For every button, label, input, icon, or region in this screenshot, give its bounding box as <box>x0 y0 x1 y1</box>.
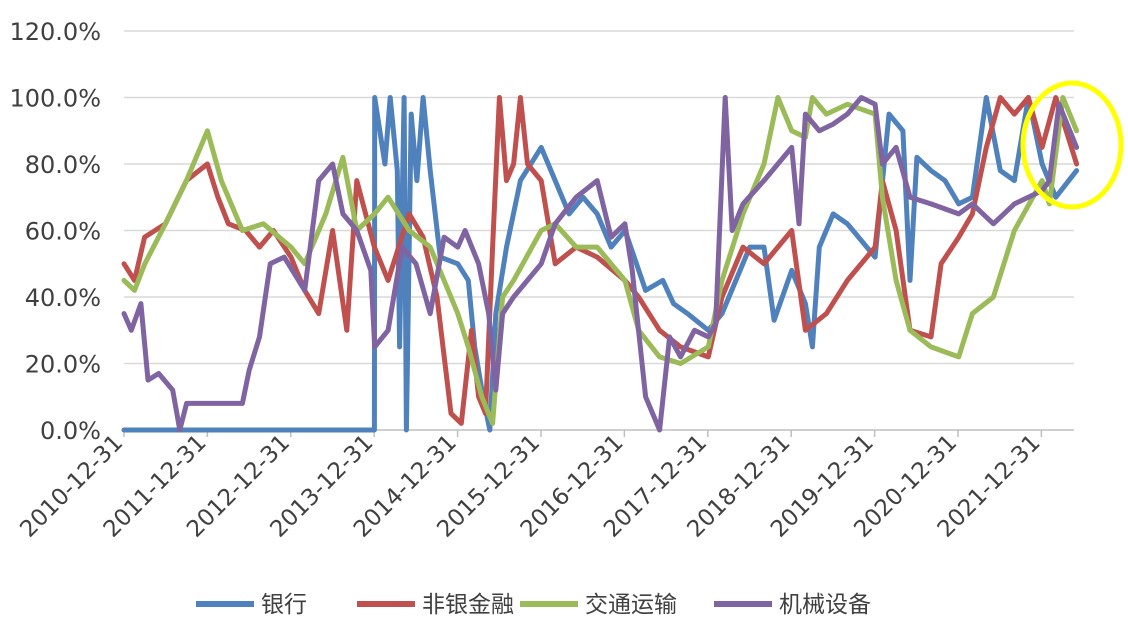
series-line-银行 <box>121 95 1080 433</box>
series-line-机械设备 <box>121 95 1080 433</box>
series-line-非银金融 <box>121 95 1080 426</box>
y-tick-label: 20.0% <box>25 351 101 379</box>
series-line-交通运输 <box>121 95 1080 426</box>
y-tick-label: 60.0% <box>25 218 101 246</box>
legend-label: 非银金融 <box>422 592 514 618</box>
y-axis: 0.0% 20.0% 40.0% 60.0% 80.0% 100.0% 120.0% <box>9 18 101 445</box>
x-axis: 2010-12-312011-12-312012-12-312013-12-31… <box>15 429 1074 543</box>
annotation <box>1020 80 1124 210</box>
y-tick-label: 0.0% <box>40 417 101 445</box>
legend-label: 交通运输 <box>585 592 677 618</box>
series-lines <box>121 95 1080 433</box>
y-tick-label: 80.0% <box>25 151 101 179</box>
legend-label: 银行 <box>261 592 307 618</box>
y-tick-label: 100.0% <box>9 85 101 113</box>
y-tick-label: 40.0% <box>25 284 101 312</box>
grid-lines <box>124 30 1074 365</box>
legend-label: 机械设备 <box>779 592 871 618</box>
y-tick-label: 120.0% <box>9 18 101 46</box>
legend: 银行 非银金融 交通运输 机械设备 <box>196 592 871 618</box>
highlight-ellipse <box>1020 80 1124 210</box>
